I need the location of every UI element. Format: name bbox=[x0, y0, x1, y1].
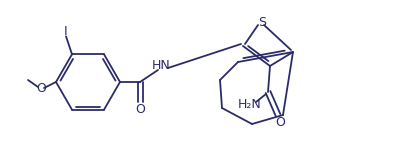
Text: O: O bbox=[135, 103, 145, 116]
Text: H₂N: H₂N bbox=[238, 97, 262, 110]
Text: I: I bbox=[64, 25, 68, 38]
Text: S: S bbox=[258, 15, 266, 28]
Text: O: O bbox=[275, 116, 285, 129]
Text: O: O bbox=[36, 82, 46, 95]
Text: HN: HN bbox=[152, 58, 170, 71]
